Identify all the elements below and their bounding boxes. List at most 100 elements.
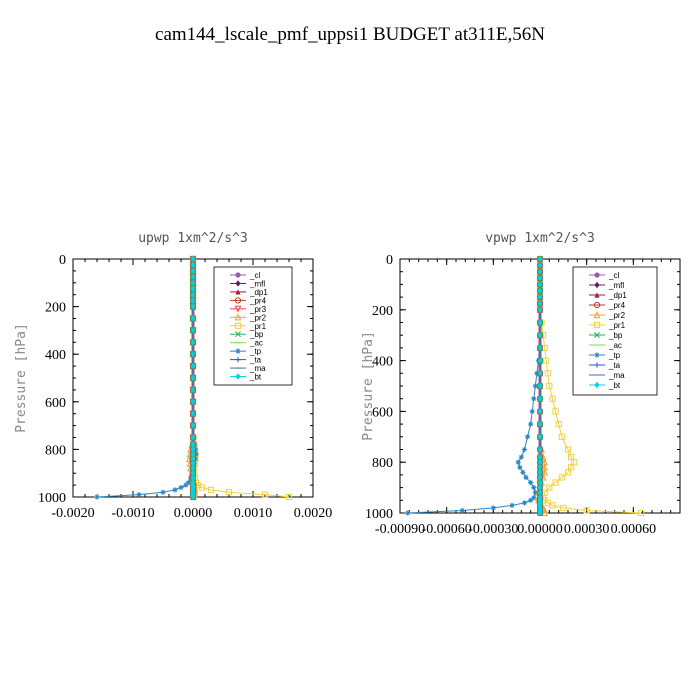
- data-point: [178, 484, 184, 491]
- data-point: [190, 255, 196, 263]
- legend-marker: [235, 289, 241, 295]
- data-point: [515, 459, 521, 465]
- legend-marker: [235, 373, 241, 380]
- legend-marker: [594, 332, 600, 338]
- data-point: [537, 274, 543, 282]
- data-point: [552, 479, 559, 486]
- y-tick-label: 400: [372, 355, 393, 370]
- y-tick-label: 600: [45, 396, 66, 411]
- data-point: [558, 474, 565, 481]
- data-point: [518, 454, 524, 460]
- data-point: [537, 255, 543, 263]
- data-point: [537, 268, 543, 275]
- legend-marker: [593, 321, 601, 329]
- x-tick-label: -0.0020: [51, 506, 94, 521]
- series-tp: [405, 256, 543, 516]
- legend-label: _tp: [608, 351, 621, 360]
- data-point: [261, 491, 269, 498]
- data-point: [190, 474, 196, 482]
- y-tick-label: 200: [45, 301, 66, 316]
- data-point: [571, 459, 578, 466]
- data-point: [517, 464, 523, 470]
- data-point: [528, 497, 534, 503]
- data-point: [568, 454, 575, 461]
- legend-label: _bt: [249, 373, 262, 382]
- data-point: [564, 446, 572, 453]
- series-tp: [94, 256, 199, 500]
- data-point: [190, 446, 196, 453]
- data-point: [537, 420, 543, 428]
- data-point: [190, 493, 196, 501]
- data-point: [190, 410, 196, 417]
- panel-title: upwp 1xm^2/s^3: [138, 231, 248, 246]
- data-point: [534, 370, 540, 376]
- data-point: [521, 500, 528, 506]
- data-point: [537, 395, 543, 402]
- legend-marker: [594, 381, 600, 389]
- legend-label: _cl: [249, 271, 260, 280]
- data-point: [546, 484, 553, 491]
- data-point: [172, 487, 178, 493]
- legend-box: [572, 266, 658, 396]
- data-point: [531, 485, 537, 491]
- y-tick-label: 800: [372, 456, 393, 471]
- data-point: [523, 474, 529, 481]
- data-point: [638, 509, 645, 517]
- data-point: [190, 398, 196, 405]
- legend-marker: [594, 281, 600, 289]
- data-point: [549, 502, 556, 509]
- legend: _cl_mfl_dp1_pr4_pr3_pr2_pr1_bp_ac_tp_ta_…: [213, 266, 293, 386]
- data-point: [537, 382, 543, 390]
- legend-label: _bp: [608, 331, 623, 340]
- data-point: [190, 386, 196, 394]
- legend-box: [213, 266, 293, 386]
- data-point: [190, 434, 196, 441]
- data-point: [537, 281, 543, 288]
- data-point: [560, 504, 567, 512]
- data-point: [537, 464, 543, 471]
- legend-marker: [594, 292, 600, 298]
- y-tick-label: 0: [386, 253, 393, 268]
- data-point: [190, 315, 196, 322]
- data-point: [459, 507, 465, 514]
- data-point: [541, 506, 549, 514]
- x-tick-label: -0.0010: [111, 506, 154, 521]
- legend-marker: [234, 297, 242, 304]
- legend-label: _ta: [249, 356, 262, 365]
- panel-upwp: upwp 1xm^2/s^3 Pressure [hPa] -0.0020 -0.00…: [14, 231, 332, 521]
- data-point: [531, 396, 537, 402]
- y-tick-label: 800: [45, 443, 66, 458]
- data-point: [190, 261, 196, 269]
- data-point: [190, 450, 196, 458]
- data-point: [537, 479, 543, 486]
- data-point: [524, 434, 531, 440]
- data-point: [190, 460, 196, 467]
- data-point: [509, 502, 515, 508]
- data-point: [537, 306, 543, 313]
- legend-label: _ac: [249, 339, 263, 348]
- data-point: [531, 495, 537, 501]
- data-point: [583, 507, 590, 514]
- data-point: [190, 351, 196, 358]
- legend-label: _pr1: [608, 321, 626, 330]
- legend-marker: [234, 322, 242, 329]
- data-point: [537, 262, 543, 269]
- data-point: [528, 421, 534, 427]
- legend-marker: [593, 301, 601, 309]
- data-point: [190, 297, 196, 304]
- x-tick-label: 0.00060: [611, 522, 657, 537]
- x-tick-label: 0.0010: [234, 506, 273, 521]
- data-point: [532, 383, 538, 389]
- data-point: [537, 469, 543, 476]
- legend-label: _pr1: [249, 322, 267, 331]
- data-point: [532, 490, 538, 496]
- data-point: [537, 453, 543, 461]
- data-point: [190, 273, 196, 281]
- data-point: [529, 408, 535, 414]
- x-tick-label: 0.0000: [174, 506, 213, 521]
- panel-title: vpwp 1xm^2/s^3: [485, 231, 595, 246]
- series-line: [96, 259, 197, 498]
- series-bt: [190, 255, 196, 501]
- data-point: [225, 489, 233, 496]
